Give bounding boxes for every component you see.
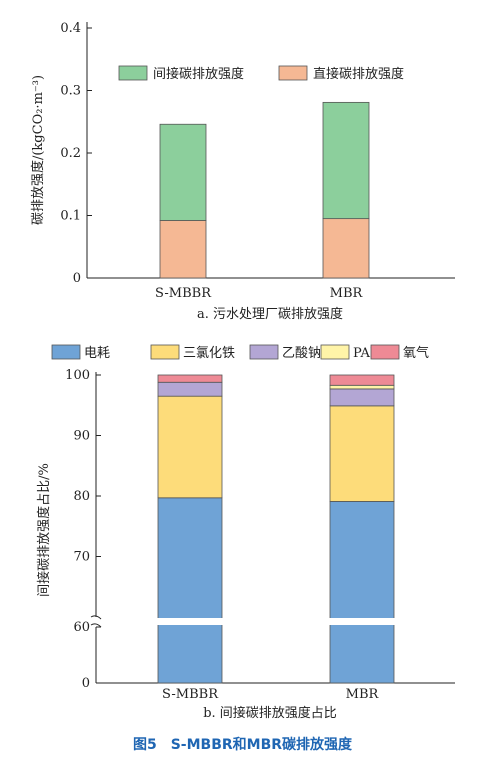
- legend-swatch: [249, 344, 279, 360]
- y-ticks: 0 0.1 0.2 0.3 0.4: [60, 21, 92, 286]
- legend-label: 氧气: [403, 345, 429, 361]
- y-ticks: 0 60 70 80 90 100: [65, 368, 101, 691]
- bars: [159, 101, 370, 279]
- legend-swatch: [150, 344, 180, 360]
- category-labels: S-MBBR MBR: [162, 687, 380, 702]
- bar-segment: [329, 501, 395, 684]
- y-axis-label: 间接碳排放强度占比/%: [36, 463, 52, 597]
- chart-a: 0 0.1 0.2 0.3 0.4 S-MBBR MBR 碳排放强度/(kgCO₂·m⁻³…: [30, 21, 455, 322]
- bar-segment: [159, 220, 207, 279]
- legend: 间接碳排放强度 直接碳排放强度: [118, 65, 404, 82]
- bars: [157, 374, 395, 684]
- category-label: MBR: [346, 687, 380, 702]
- legend: 电耗 三氯化铁 乙酸钠 PAM 氧气: [51, 344, 429, 361]
- y-tick-label: 0.3: [60, 84, 81, 99]
- legend-label: 直接碳排放强度: [313, 66, 404, 82]
- y-axis-label: 碳排放强度/(kgCO₂·m⁻³): [30, 75, 46, 225]
- bar-segment: [157, 395, 223, 499]
- axis-break-mark: [90, 615, 102, 628]
- figure-caption: 图5 S-MBBR和MBR碳排放强度: [132, 737, 353, 753]
- subtitle: b. 间接碳排放强度占比: [203, 705, 337, 721]
- y-tick-label: 0: [73, 271, 81, 286]
- y-tick-label: 60: [73, 620, 90, 635]
- bar-segment: [329, 374, 395, 386]
- bar-segment: [329, 405, 395, 502]
- subtitle: a. 污水处理厂碳排放强度: [197, 306, 343, 322]
- legend-label: 电耗: [84, 346, 110, 361]
- legend-swatch: [370, 344, 400, 360]
- legend-swatch: [51, 344, 81, 360]
- y-tick-label: 0.4: [60, 21, 81, 36]
- y-tick-label: 80: [73, 489, 90, 504]
- bar-segment: [157, 381, 223, 397]
- y-tick-label: 0.2: [60, 146, 81, 161]
- y-tick-label: 0.1: [60, 209, 81, 224]
- bar-segment: [329, 384, 395, 390]
- legend-swatch: [278, 65, 308, 81]
- legend-label: 三氯化铁: [183, 346, 235, 361]
- bar-segment: [157, 374, 223, 383]
- y-tick-label: 0: [82, 676, 90, 691]
- legend-swatch: [118, 65, 148, 81]
- legend-label: 间接碳排放强度: [153, 66, 244, 82]
- bar-segment: [322, 218, 370, 279]
- bar-segment: [157, 497, 223, 684]
- y-tick-label: 70: [73, 550, 90, 565]
- bar-segment: [159, 123, 207, 221]
- category-labels: S-MBBR MBR: [155, 286, 364, 301]
- y-tick-label: 100: [65, 368, 90, 383]
- axis-break-gap: [157, 618, 223, 625]
- legend-label: 乙酸钠: [282, 346, 321, 361]
- legend-swatch: [320, 344, 350, 360]
- category-label: S-MBBR: [155, 286, 212, 301]
- y-tick-label: 90: [73, 429, 90, 444]
- bar-segment: [329, 388, 395, 407]
- category-label: S-MBBR: [162, 687, 219, 702]
- bar-segment: [322, 101, 370, 220]
- axis-break-gap: [329, 618, 395, 625]
- category-label: MBR: [330, 286, 364, 301]
